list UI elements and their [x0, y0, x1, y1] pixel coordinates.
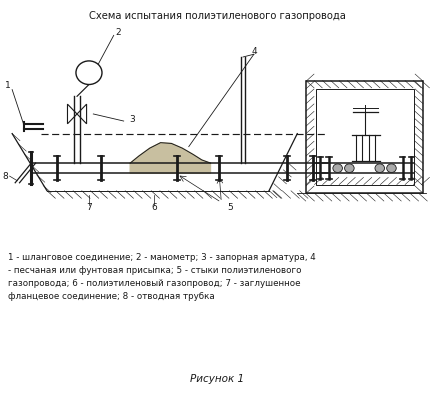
Polygon shape [77, 104, 87, 124]
Polygon shape [68, 104, 77, 124]
Text: Схема испытания полиэтиленового газопровода: Схема испытания полиэтиленового газопров… [89, 11, 345, 21]
Text: 4: 4 [251, 48, 256, 56]
Text: 5: 5 [227, 203, 233, 212]
Text: 3: 3 [129, 116, 135, 124]
Polygon shape [130, 143, 210, 173]
Circle shape [375, 164, 385, 173]
Text: 7: 7 [86, 203, 92, 212]
Circle shape [333, 164, 342, 173]
Text: 6: 6 [151, 203, 157, 212]
Circle shape [387, 164, 396, 173]
Text: 1 - шланговое соединение; 2 - манометр; 3 - запорная арматура, 4
- песчаная или : 1 - шланговое соединение; 2 - манометр; … [8, 253, 316, 301]
Text: Рисунок 1: Рисунок 1 [190, 375, 244, 384]
Text: 8: 8 [2, 172, 8, 180]
Text: 1: 1 [5, 81, 11, 90]
Circle shape [345, 164, 354, 173]
Polygon shape [316, 89, 414, 185]
Text: 2: 2 [115, 28, 121, 37]
Circle shape [76, 61, 102, 84]
